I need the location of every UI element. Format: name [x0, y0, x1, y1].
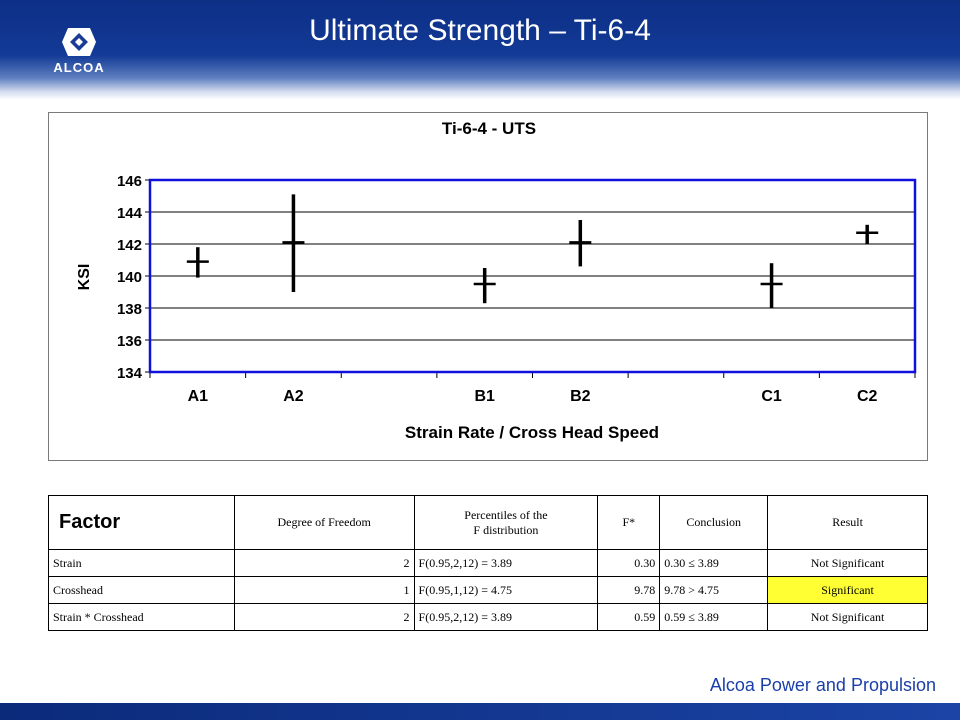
- table-header-row: Factor Degree of Freedom Percentiles of …: [48, 495, 928, 550]
- chart-container: Ti-6-4 - UTS KSI Strain Rate / Cross Hea…: [48, 112, 928, 461]
- cell-factor: Strain: [48, 549, 235, 577]
- table-row: Strain 2 F(0.95,2,12) = 3.89 0.30 0.30 ≤…: [48, 549, 928, 577]
- cell-percentile: F(0.95,2,12) = 3.89: [413, 603, 599, 631]
- header-banner: ALCOA Ultimate Strength – Ti-6-4: [0, 0, 960, 100]
- header-fstar: F*: [597, 495, 661, 550]
- header-percentiles: Percentiles of the F distribution: [413, 495, 599, 550]
- anova-table: Factor Degree of Freedom Percentiles of …: [48, 495, 928, 631]
- plot-area: 134 136 138 140 142 144 146 A1 A2 B1 B2 C1 C2: [117, 173, 917, 405]
- cell-conclusion: 0.59 ≤ 3.89: [659, 603, 769, 631]
- chart-title: Ti-6-4 - UTS: [442, 119, 536, 138]
- y-tick-label: 144: [117, 205, 143, 222]
- y-tick-label: 134: [117, 365, 143, 382]
- header-percentiles-line2: F distribution: [473, 522, 539, 537]
- header-result: Result: [767, 495, 928, 550]
- header-factor: Factor: [48, 495, 235, 550]
- alcoa-logo: ALCOA: [44, 20, 114, 78]
- cell-dof: 2: [233, 549, 415, 577]
- header-conclusion: Conclusion: [659, 495, 769, 550]
- y-tick-label: 146: [117, 173, 142, 190]
- x-tick-label: C1: [761, 388, 782, 405]
- chart-svg: Ti-6-4 - UTS KSI Strain Rate / Cross Hea…: [76, 119, 917, 442]
- y-tick-label: 142: [117, 237, 142, 254]
- header-dof: Degree of Freedom: [233, 495, 415, 550]
- y-axis-label: KSI: [76, 264, 93, 291]
- cell-dof: 2: [233, 603, 415, 631]
- alcoa-logo-icon: [62, 28, 96, 56]
- cell-result: Not Significant: [767, 603, 928, 631]
- y-tick-label: 138: [117, 301, 142, 318]
- y-tick-label: 136: [117, 333, 142, 350]
- table-row: Strain * Crosshead 2 F(0.95,2,12) = 3.89…: [48, 603, 928, 631]
- logo-wordmark: ALCOA: [53, 60, 105, 75]
- plot-frame: [148, 178, 917, 374]
- x-tick-label: A1: [188, 388, 209, 405]
- x-axis-label: Strain Rate / Cross Head Speed: [405, 423, 659, 442]
- x-tick-label: B2: [570, 388, 591, 405]
- header-percentiles-line1: Percentiles of the: [464, 507, 548, 522]
- x-tick-label: C2: [857, 388, 878, 405]
- cell-result-highlighted: Significant: [767, 576, 928, 604]
- cell-conclusion: 9.78 > 4.75: [659, 576, 769, 604]
- cell-percentile: F(0.95,2,12) = 3.89: [413, 549, 599, 577]
- cell-conclusion: 0.30 ≤ 3.89: [659, 549, 769, 577]
- footer-company: Alcoa Power and Propulsion: [709, 675, 936, 695]
- x-tick-label: B1: [474, 388, 495, 405]
- cell-factor: Crosshead: [48, 576, 235, 604]
- y-tick-label: 140: [117, 269, 142, 286]
- cell-fstar: 9.78: [597, 576, 661, 604]
- cell-fstar: 0.30: [597, 549, 661, 577]
- x-tick-label: A2: [283, 388, 304, 405]
- table-row: Crosshead 1 F(0.95,1,12) = 4.75 9.78 9.7…: [48, 576, 928, 604]
- cell-percentile: F(0.95,1,12) = 4.75: [413, 576, 599, 604]
- cell-dof: 1: [233, 576, 415, 604]
- cell-fstar: 0.59: [597, 603, 661, 631]
- cell-result: Not Significant: [767, 549, 928, 577]
- footer-bar: [0, 703, 960, 720]
- cell-factor: Strain * Crosshead: [48, 603, 235, 631]
- page-title: Ultimate Strength – Ti-6-4: [309, 14, 651, 47]
